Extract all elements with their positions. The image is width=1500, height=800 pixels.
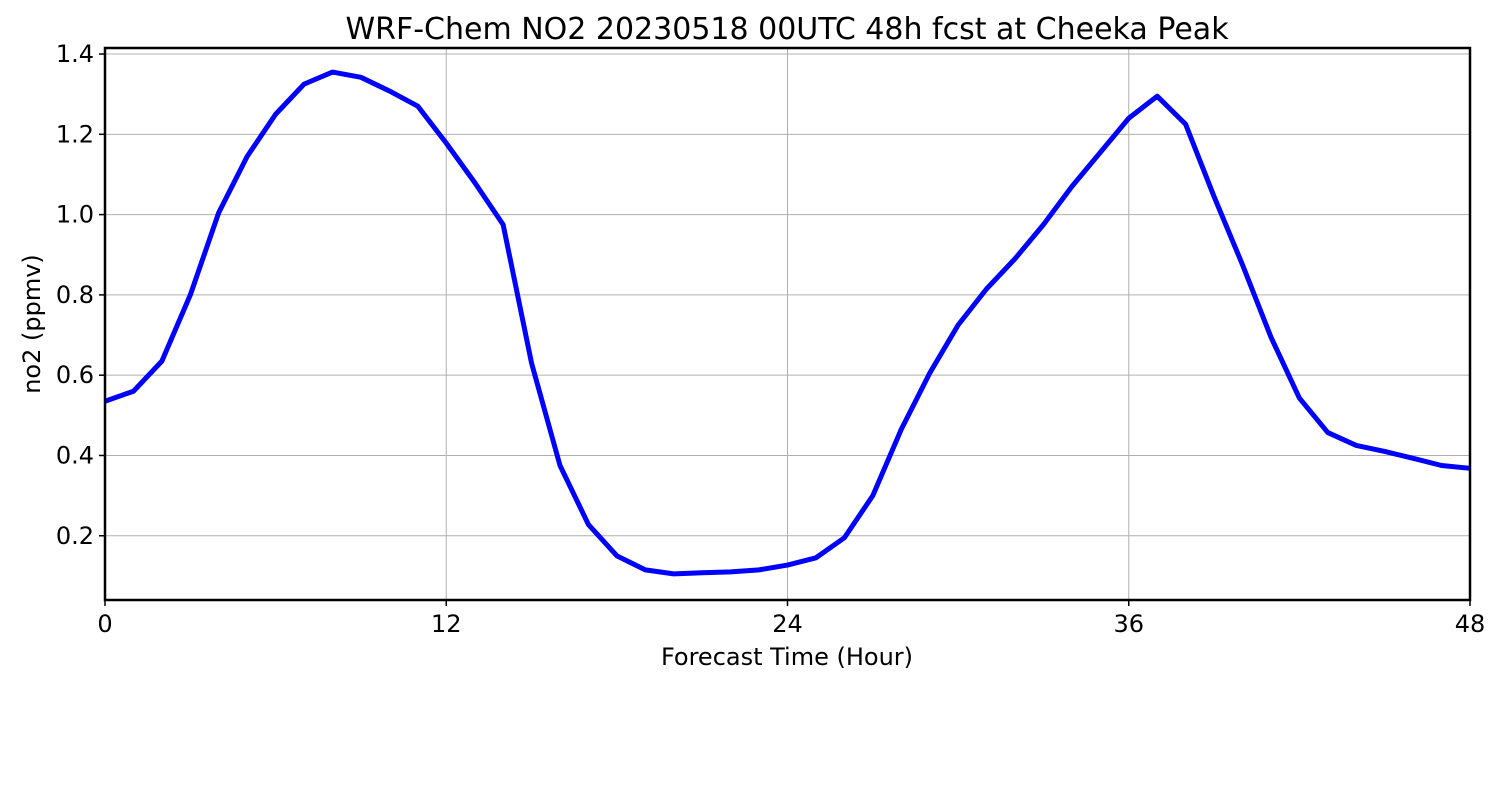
x-tick-label: 0 xyxy=(97,610,112,638)
x-axis-label: Forecast Time (Hour) xyxy=(661,643,913,671)
series-layer xyxy=(104,69,1471,577)
x-tick-label: 12 xyxy=(431,610,462,638)
y-tick-label: 1.4 xyxy=(56,40,94,68)
y-tick-label: 0.6 xyxy=(56,361,94,389)
y-tick-label: 0.4 xyxy=(56,441,94,469)
x-axis-ticks: 0 12 24 36 48 xyxy=(97,600,1485,638)
no2-series-line xyxy=(104,69,1471,577)
y-tick-label: 0.8 xyxy=(56,281,94,309)
x-tick-label: 24 xyxy=(772,610,803,638)
chart-title: WRF-Chem NO2 20230518 00UTC 48h fcst at … xyxy=(345,12,1229,47)
y-axis-label: no2 (ppmv) xyxy=(18,254,46,394)
y-tick-label: 1.2 xyxy=(56,120,94,148)
y-tick-label: 0.2 xyxy=(56,522,94,550)
y-axis-ticks: 0.2 0.4 0.6 0.8 1.0 1.2 1.4 xyxy=(56,40,105,550)
x-tick-label: 48 xyxy=(1455,610,1486,638)
x-tick-label: 36 xyxy=(1113,610,1144,638)
y-tick-label: 1.0 xyxy=(56,201,94,229)
